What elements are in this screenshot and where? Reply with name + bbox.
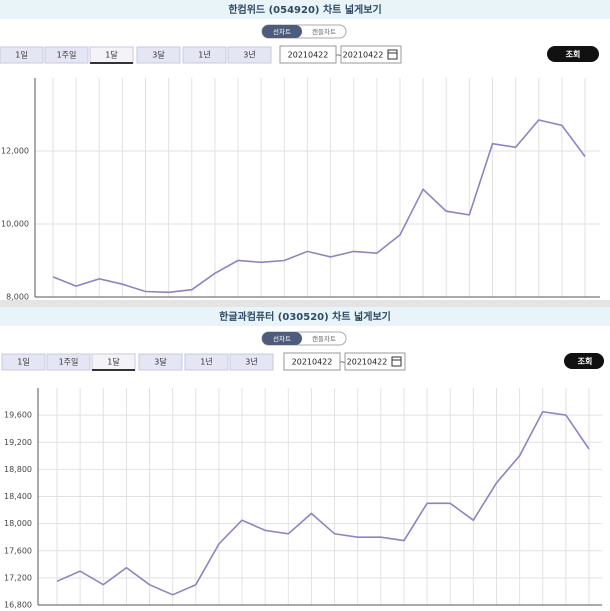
separator: [0, 300, 610, 308]
period-label[interactable]: 3년: [245, 357, 257, 367]
period-label[interactable]: 3달: [152, 51, 165, 60]
period-button[interactable]: [1, 353, 46, 371]
toggle-candle[interactable]: 캔들차트: [312, 27, 336, 36]
period-button[interactable]: [0, 46, 44, 64]
date-input[interactable]: [279, 45, 337, 64]
period-label[interactable]: 1일: [15, 51, 27, 60]
search-button[interactable]: [547, 46, 599, 62]
date-to[interactable]: 20210422: [343, 51, 384, 60]
panel-title: 한컴위드 (054920) 차트 넓게보기: [228, 3, 381, 16]
calendar-icon[interactable]: [391, 356, 402, 367]
toggle-line[interactable]: 선차트: [273, 334, 291, 343]
period-button[interactable]: [227, 46, 272, 64]
period-label[interactable]: 1년: [198, 50, 210, 60]
period-label[interactable]: 1주일: [59, 358, 79, 367]
period-label[interactable]: 1달: [107, 358, 120, 367]
y-tick-label: 18,000: [4, 519, 32, 528]
y-tick-label: 17,600: [4, 546, 32, 555]
toggle-active[interactable]: [262, 332, 302, 345]
date-to[interactable]: 20210422: [347, 358, 388, 367]
calendar-icon[interactable]: [387, 49, 398, 60]
period-button[interactable]: [182, 46, 227, 64]
y-tick-label: 19,600: [4, 411, 32, 420]
search-label[interactable]: 조회: [566, 49, 581, 59]
period-label[interactable]: 1년: [200, 357, 212, 367]
toggle-active[interactable]: [262, 25, 302, 38]
date-input[interactable]: [344, 352, 406, 371]
date-input[interactable]: [283, 352, 341, 371]
y-tick-label: 12,000: [1, 147, 29, 156]
price-line: [56, 410, 590, 596]
period-button[interactable]: [229, 353, 274, 371]
search-button[interactable]: [564, 353, 604, 369]
y-tick-label: 10,000: [1, 220, 29, 229]
title-bar: [0, 307, 610, 326]
y-tick-label: 17,200: [4, 573, 32, 582]
toggle-line[interactable]: 선차트: [273, 27, 291, 36]
search-label[interactable]: 조회: [578, 356, 593, 366]
y-tick-label: 19,200: [4, 438, 32, 447]
period-label[interactable]: 1주일: [57, 51, 77, 60]
price-line: [52, 119, 586, 294]
date-from[interactable]: 20210422: [288, 51, 329, 60]
period-label[interactable]: 3달: [154, 358, 167, 367]
period-button[interactable]: [46, 353, 91, 371]
period-button[interactable]: [138, 353, 183, 371]
y-tick-label: 18,800: [4, 465, 32, 474]
y-tick-label: 8,000: [6, 293, 29, 302]
panel-title: 한글과컴퓨터 (030520) 차트 넓게보기: [219, 310, 391, 323]
period-label[interactable]: 1일: [17, 358, 29, 367]
y-tick-label: 16,800: [4, 601, 32, 610]
period-label[interactable]: 1달: [105, 51, 118, 60]
date-separator: ~: [336, 51, 343, 60]
period-button[interactable]: [184, 353, 229, 371]
date-input[interactable]: [340, 45, 402, 64]
date-separator: ~: [340, 358, 347, 367]
period-button[interactable]: [136, 46, 181, 64]
y-tick-label: 18,400: [4, 492, 32, 501]
period-button[interactable]: [44, 46, 89, 64]
date-from[interactable]: 20210422: [292, 358, 333, 367]
title-bar: [0, 0, 610, 19]
toggle-candle[interactable]: 캔들차트: [312, 334, 336, 343]
period-label[interactable]: 3년: [243, 50, 255, 60]
